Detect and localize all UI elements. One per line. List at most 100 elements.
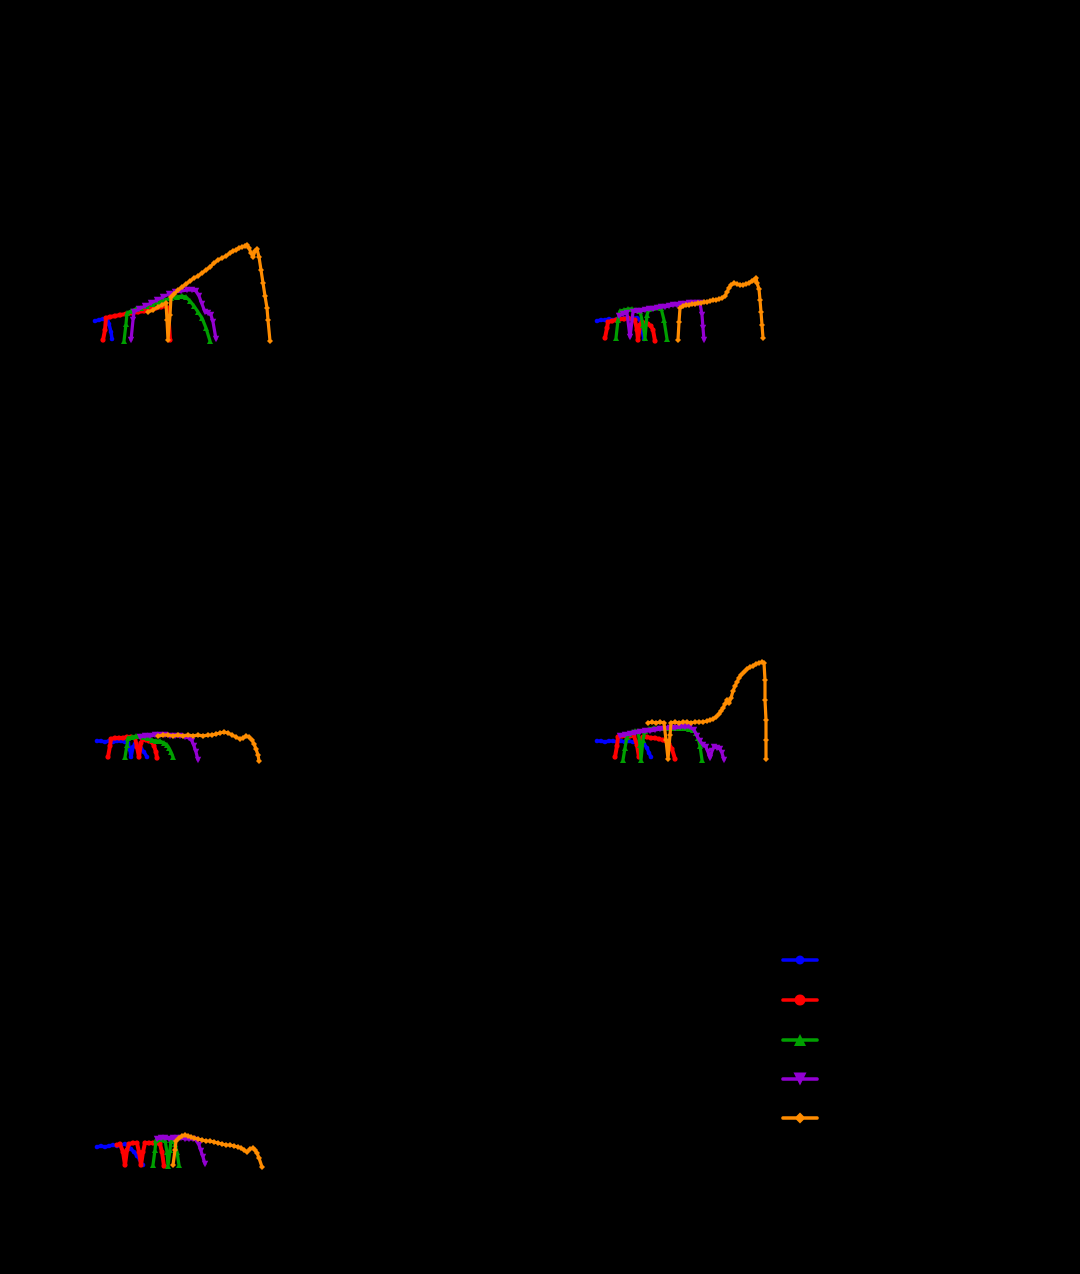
red-marker xyxy=(142,1140,148,1146)
orange-marker xyxy=(160,732,166,738)
red-marker xyxy=(161,1163,167,1169)
blue-marker xyxy=(594,318,600,324)
purple-marker xyxy=(657,303,665,311)
red-marker xyxy=(159,1149,165,1155)
purple-marker xyxy=(127,336,135,344)
purple-marker xyxy=(197,1147,205,1155)
purple-marker xyxy=(704,748,712,756)
green-marker xyxy=(622,745,628,751)
purple-marker xyxy=(629,308,637,316)
red-marker xyxy=(648,735,654,741)
red-marker xyxy=(136,754,142,760)
blue-marker xyxy=(102,1144,108,1150)
orange-marker xyxy=(757,297,763,303)
green-marker xyxy=(124,742,130,748)
red-marker xyxy=(120,735,126,741)
red-marker xyxy=(112,313,118,319)
red-marker xyxy=(656,736,662,742)
green-marker xyxy=(203,325,209,331)
panel-middle-right xyxy=(594,659,769,764)
orange-marker xyxy=(172,1147,178,1153)
purple-marker xyxy=(192,748,200,756)
green-marker xyxy=(145,735,151,741)
orange-marker xyxy=(267,338,273,344)
blue-marker xyxy=(106,321,112,327)
red-marker xyxy=(134,744,140,750)
red-marker xyxy=(102,327,108,333)
green-marker xyxy=(153,738,159,744)
orange-marker xyxy=(203,1138,209,1144)
green-marker xyxy=(161,740,167,746)
orange-marker xyxy=(756,286,762,292)
red-marker xyxy=(105,754,111,760)
purple-marker xyxy=(718,749,726,757)
orange-marker xyxy=(726,700,732,706)
blue-marker xyxy=(98,738,104,744)
green-marker xyxy=(640,322,646,328)
purple-marker xyxy=(192,287,200,295)
orange-marker xyxy=(763,756,769,762)
orange-marker xyxy=(728,695,734,701)
orange-marker xyxy=(205,732,211,738)
red-series xyxy=(114,1140,167,1169)
green-marker xyxy=(166,745,172,751)
red-marker xyxy=(138,1162,144,1168)
orange-marker xyxy=(763,737,769,743)
orange-marker xyxy=(175,287,181,293)
panel-middle-left xyxy=(94,729,262,764)
red-marker xyxy=(126,1141,132,1147)
purple-marker xyxy=(720,756,728,764)
orange-series xyxy=(645,659,769,762)
green-marker xyxy=(207,338,213,344)
red-marker xyxy=(124,1147,130,1153)
orange-marker xyxy=(259,1164,265,1170)
blue-marker xyxy=(144,754,150,760)
orange-marker xyxy=(170,733,176,739)
purple-marker xyxy=(671,724,679,732)
purple-marker xyxy=(165,290,173,298)
purple-marker xyxy=(616,732,624,740)
purple-marker xyxy=(153,296,161,304)
panel-bottom-left xyxy=(94,1132,265,1170)
green-marker xyxy=(121,338,127,344)
purple-marker xyxy=(199,1153,207,1161)
purple-marker xyxy=(653,304,661,312)
green-marker xyxy=(157,738,163,744)
orange-marker xyxy=(164,317,170,323)
red-marker xyxy=(136,1149,142,1155)
green-marker xyxy=(179,293,185,299)
green-marker xyxy=(613,335,619,341)
green-marker xyxy=(170,754,176,760)
purple-marker xyxy=(153,1135,161,1143)
blue-marker xyxy=(648,754,654,760)
orange-marker xyxy=(171,291,177,297)
red-marker xyxy=(116,735,122,741)
red-marker xyxy=(117,312,123,318)
orange-marker xyxy=(256,758,262,764)
orange-marker xyxy=(246,245,252,251)
purple-marker xyxy=(665,302,673,310)
orange-series xyxy=(675,275,766,343)
purple-marker xyxy=(129,316,137,324)
purple-marker xyxy=(626,730,634,738)
purple-marker xyxy=(641,727,649,735)
purple-marker xyxy=(681,723,689,731)
green-marker xyxy=(176,1162,182,1168)
purple-marker xyxy=(165,1135,173,1143)
blue-marker xyxy=(92,318,98,324)
purple-marker xyxy=(645,305,653,313)
orange-marker xyxy=(762,677,768,683)
red-marker xyxy=(107,314,113,320)
red-marker xyxy=(614,743,620,749)
green-marker xyxy=(164,1149,170,1155)
red-marker xyxy=(609,318,615,324)
orange-marker xyxy=(187,278,193,284)
purple-marker xyxy=(708,747,716,755)
red-marker xyxy=(134,1140,140,1146)
purple-marker xyxy=(626,333,634,341)
purple-marker xyxy=(641,306,649,314)
blue-marker xyxy=(646,750,652,756)
purple-marker xyxy=(636,728,644,736)
purple-marker xyxy=(656,725,664,733)
green-marker xyxy=(183,294,189,300)
